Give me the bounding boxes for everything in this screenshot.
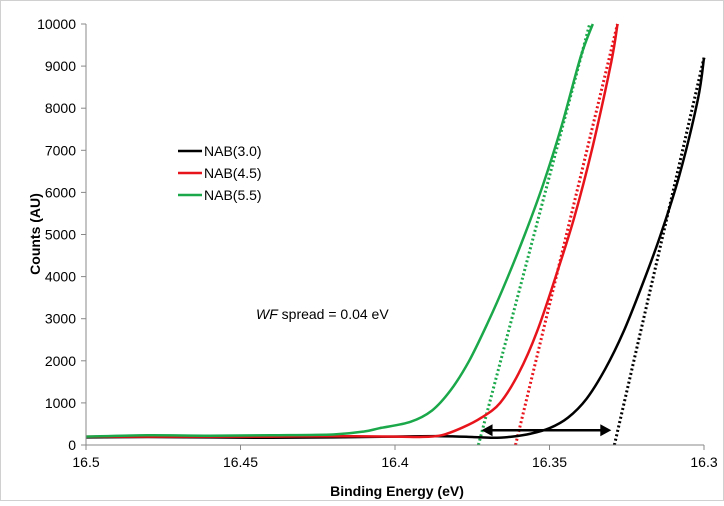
x-tick-label: 16.45	[223, 454, 258, 470]
series-line-0	[86, 57, 706, 440]
legend-label-1: NAB(4.5)	[204, 165, 262, 181]
series-line-2	[86, 23, 594, 438]
x-tick-label: 16.5	[72, 454, 99, 470]
y-tick-label: 8000	[45, 100, 76, 116]
y-tick-label: 0	[68, 437, 76, 453]
y-tick-label: 9000	[45, 58, 76, 74]
legend-label-0: NAB(3.0)	[204, 143, 262, 159]
y-tick-label: 10000	[37, 16, 76, 32]
wf-spread-annotation: WF spread = 0.04 eV	[256, 306, 389, 322]
y-tick-label: 3000	[45, 311, 76, 327]
x-tick-label: 16.3	[690, 454, 717, 470]
legend-label-2: NAB(5.5)	[204, 187, 262, 203]
fit-line-0	[612, 57, 706, 445]
series-line-1	[86, 23, 619, 439]
x-tick-label: 16.4	[381, 454, 408, 470]
fit-line-1	[514, 23, 619, 445]
spread-arrow-head-left	[481, 424, 493, 437]
legend: NAB(3.0) NAB(4.5) NAB(5.5)	[178, 143, 262, 203]
y-tick-label: 4000	[45, 269, 76, 285]
y-tick-label: 7000	[45, 142, 76, 158]
fit-line-2	[476, 23, 592, 445]
y-tick-label: 6000	[45, 184, 76, 200]
y-tick-label: 1000	[45, 395, 76, 411]
spread-arrow-head-right	[600, 424, 612, 437]
x-axis-title: Binding Energy (eV)	[330, 483, 464, 499]
y-axis-title: Counts (AU)	[27, 193, 43, 275]
y-tick-label: 5000	[45, 227, 76, 243]
x-tick-label: 16.35	[532, 454, 567, 470]
y-tick-label: 2000	[45, 353, 76, 369]
